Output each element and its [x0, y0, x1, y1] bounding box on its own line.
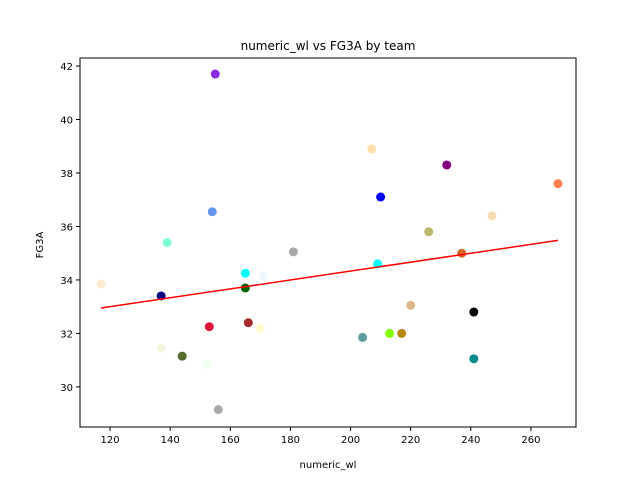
- y-tick-label: 42: [60, 62, 73, 73]
- y-axis-label: FG3A: [35, 231, 46, 258]
- x-tick-label: 220: [401, 435, 420, 446]
- y-tick-label: 40: [60, 116, 73, 127]
- data-point: [553, 179, 563, 189]
- plot-frame: [79, 57, 577, 428]
- y-tick-label: 38: [60, 169, 73, 180]
- data-point: [204, 322, 214, 332]
- data-point: [469, 307, 479, 317]
- data-point: [457, 248, 467, 258]
- data-point: [156, 343, 166, 353]
- data-point: [201, 359, 211, 369]
- x-tick-label: 180: [281, 435, 300, 446]
- data-point: [255, 323, 265, 333]
- x-tick-label: 160: [221, 435, 240, 446]
- y-tick-label: 34: [60, 276, 73, 287]
- x-tick-label: 240: [461, 435, 480, 446]
- data-point: [397, 328, 407, 338]
- data-point: [406, 300, 416, 310]
- data-point: [442, 160, 452, 170]
- data-point: [240, 268, 250, 278]
- data-point: [367, 144, 377, 154]
- data-point: [96, 279, 106, 289]
- data-point: [177, 351, 187, 361]
- data-point: [207, 207, 217, 217]
- y-axis: 30 32 34 36 38 40 42: [60, 62, 80, 394]
- data-point: [385, 328, 395, 338]
- x-axis-label: numeric_wl: [300, 460, 357, 471]
- y-tick-label: 32: [60, 329, 73, 340]
- data-point: [210, 69, 220, 79]
- x-tick-label: 120: [101, 435, 120, 446]
- data-point: [376, 192, 386, 202]
- data-point: [288, 247, 298, 257]
- data-point: [243, 318, 253, 328]
- data-point: [258, 271, 268, 281]
- data-point: [162, 238, 172, 247]
- x-tick-label: 260: [521, 435, 540, 446]
- y-tick-label: 36: [60, 222, 73, 233]
- data-point: [487, 211, 497, 221]
- trend-line: [100, 239, 559, 309]
- x-tick-label: 140: [161, 435, 180, 446]
- data-point: [358, 332, 368, 342]
- y-tick-label: 30: [60, 383, 73, 394]
- chart-title: numeric_wl vs FG3A by team: [241, 39, 416, 53]
- plot-area: [96, 69, 563, 415]
- data-point: [469, 354, 479, 364]
- data-point: [424, 227, 434, 237]
- x-axis: 120 140 160 180 200 220 240 260: [101, 427, 540, 446]
- x-tick-label: 200: [341, 435, 360, 446]
- data-point: [240, 283, 250, 293]
- data-point: [213, 405, 223, 415]
